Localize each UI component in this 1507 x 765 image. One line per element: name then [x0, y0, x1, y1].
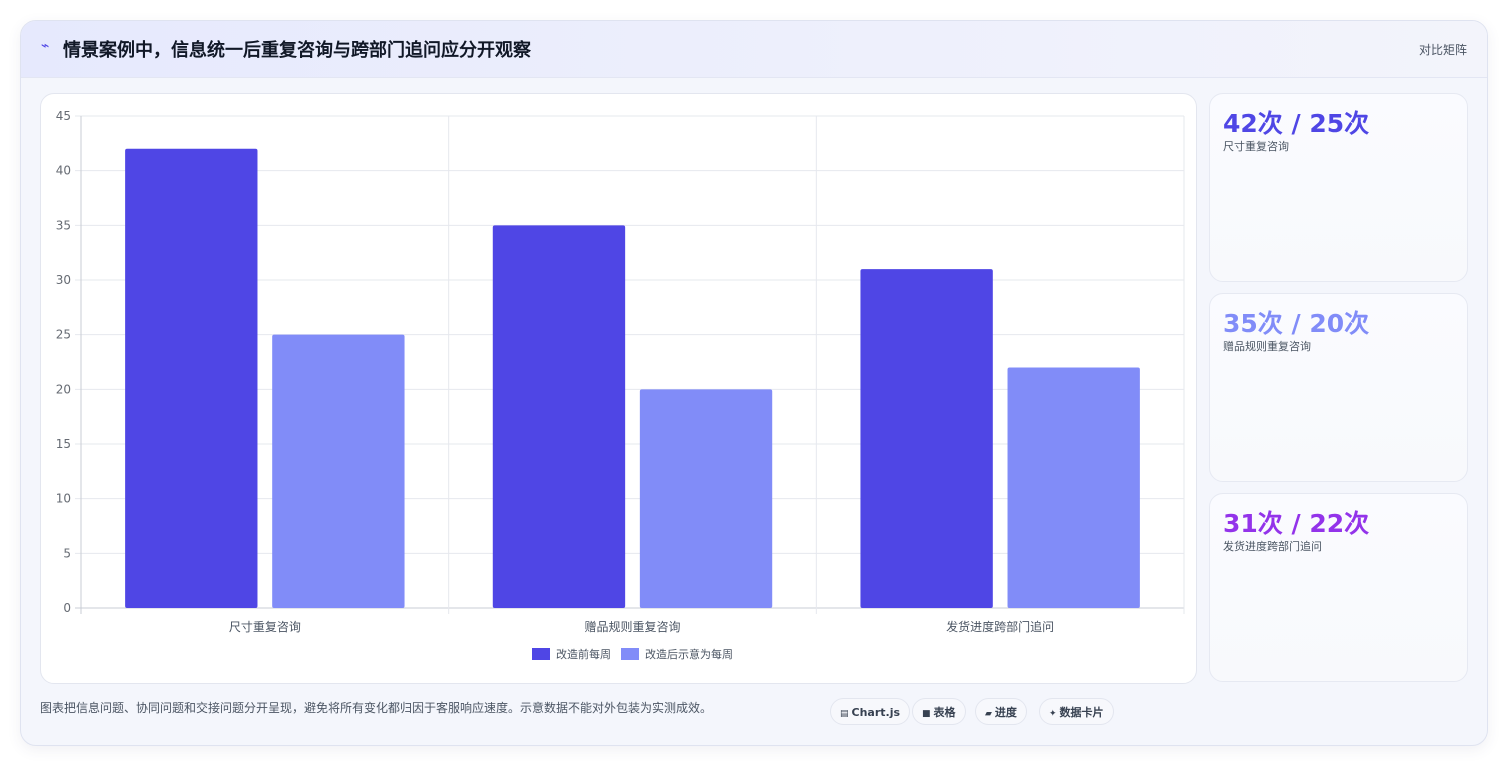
bar [492, 225, 626, 609]
legend-swatch [621, 648, 639, 660]
stat-card-shipping: 31次 / 22次 发货进度跨部门追问 [1209, 493, 1468, 682]
chart-icon: ▤ [840, 709, 849, 719]
footer-note: 图表把信息问题、协同问题和交接问题分开呈现，避免将所有变化都归因于客服响应速度。… [40, 701, 713, 715]
stat-card-size: 42次 / 25次 尺寸重复咨询 [1209, 93, 1468, 282]
y-tick-label: 40 [56, 164, 71, 178]
stat-card-gift-rules: 35次 / 20次 赠品规则重复咨询 [1209, 293, 1468, 482]
bar [125, 148, 258, 609]
y-tick-label: 45 [56, 109, 71, 123]
chart-trend-icon: ⌁ [41, 38, 50, 54]
stat-value: 35次 / 20次 [1223, 309, 1370, 338]
chip-table[interactable]: ■ 表格 [912, 698, 966, 725]
card-title: 情景案例中，信息统一后重复咨询与跨部门追问应分开观察 [63, 40, 531, 61]
y-tick-label: 15 [56, 437, 71, 451]
y-tick-label: 30 [56, 273, 71, 287]
bar [639, 389, 773, 608]
chip-label: 数据卡片 [1059, 706, 1104, 719]
card-header: ⌁ 情景案例中，信息统一后重复咨询与跨部门追问应分开观察 对比矩阵 [21, 21, 1487, 78]
chip-label: Chart.js [851, 706, 901, 719]
sparkle-icon: ✦ [1049, 709, 1057, 719]
y-tick-label: 5 [63, 546, 71, 560]
y-tick-label: 35 [56, 218, 71, 232]
y-tick-label: 0 [63, 601, 71, 615]
stat-label: 尺寸重复咨询 [1223, 140, 1289, 153]
bar [272, 334, 405, 608]
chip-label: 表格 [933, 706, 956, 719]
legend-label: 改造前每周 [556, 647, 611, 661]
bar-chart-container: 0 5 10 15 20 25 30 35 40 45 尺寸重复咨询 赠品规则重复咨询 发货进度跨部门追… [40, 93, 1197, 684]
y-tick-label: 10 [56, 492, 71, 506]
bar [1007, 367, 1140, 608]
x-tick-label: 尺寸重复咨询 [229, 619, 301, 634]
view-mode-label[interactable]: 对比矩阵 [1418, 43, 1467, 57]
table-icon: ■ [922, 709, 931, 719]
x-tick-label: 发货进度跨部门追问 [946, 619, 1054, 634]
chip-data-cards[interactable]: ✦ 数据卡片 [1039, 698, 1114, 725]
progress-icon: ▰ [985, 709, 992, 719]
stat-label: 发货进度跨部门追问 [1223, 540, 1322, 553]
x-tick-label: 赠品规则重复咨询 [584, 619, 680, 634]
stat-label: 赠品规则重复咨询 [1223, 340, 1311, 353]
chart-card: ⌁ 情景案例中，信息统一后重复咨询与跨部门追问应分开观察 对比矩阵 0 5 10 15… [20, 20, 1488, 746]
bar-chart: 0 5 10 15 20 25 30 35 40 45 尺寸重复咨询 赠品规则重复咨询 发货进度跨部门追… [56, 109, 1185, 661]
y-tick-label: 20 [56, 382, 71, 396]
stat-value: 42次 / 25次 [1223, 109, 1370, 138]
chip-chartjs[interactable]: ▤ Chart.js [830, 698, 911, 725]
chip-progress[interactable]: ▰ 进度 [975, 698, 1027, 725]
y-tick-label: 25 [56, 328, 71, 342]
legend-label: 改造后示意为每周 [645, 647, 733, 661]
legend-swatch [532, 648, 550, 660]
stat-value: 31次 / 22次 [1223, 509, 1370, 538]
bar [860, 269, 993, 608]
chip-label: 进度 [994, 706, 1017, 719]
